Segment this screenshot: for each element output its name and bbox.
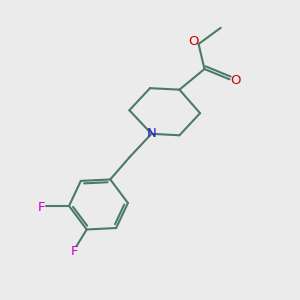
Text: F: F xyxy=(71,245,79,258)
Text: O: O xyxy=(231,74,241,87)
Text: F: F xyxy=(37,201,45,214)
Text: N: N xyxy=(147,127,156,140)
Text: O: O xyxy=(188,35,199,48)
